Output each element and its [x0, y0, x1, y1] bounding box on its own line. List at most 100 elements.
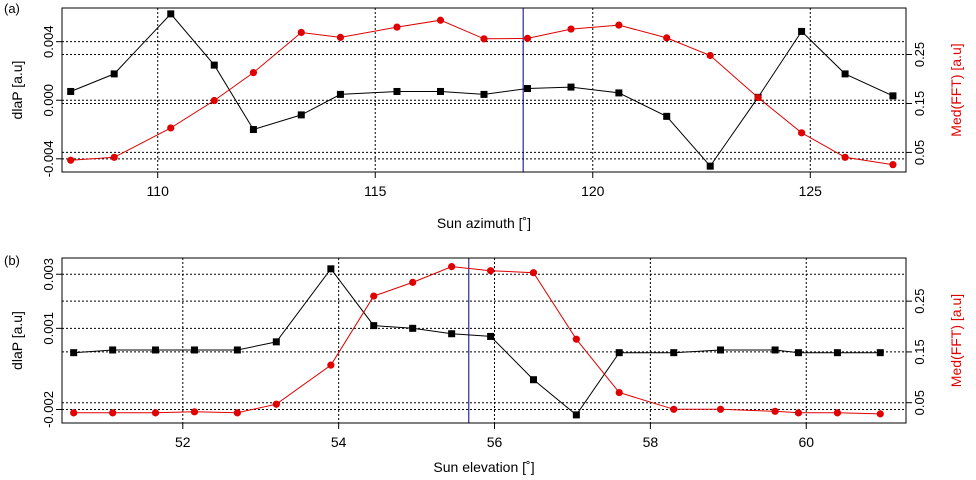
- panel-a-series-left-point: [297, 111, 305, 119]
- panel-b-y-right-title: Med(FFT) [a.u]: [948, 294, 964, 387]
- panel-b-series-right-point: [327, 361, 335, 369]
- panel-b-label: (b): [4, 253, 20, 268]
- panel-a-series-right-point: [436, 16, 445, 24]
- panel-b-series-right-line: [73, 266, 881, 415]
- panel-b-series-left-point: [233, 346, 241, 354]
- panel-b-series-left-point: [448, 330, 456, 338]
- panel-b-series-left-line: [73, 267, 881, 416]
- panel-b-x-tick-label: 54: [331, 434, 347, 450]
- panel-a-series-left-point: [798, 27, 806, 35]
- panel-a-series-right-point: [67, 156, 75, 164]
- panel-a-y-right-tick-label: 0.15: [912, 91, 927, 116]
- panel-b-series-right-point: [716, 405, 725, 413]
- panel-b-series-right-point: [615, 388, 623, 397]
- panel-b-series-left-point: [615, 349, 623, 357]
- panel-a-series-right-point: [663, 34, 671, 42]
- panel-b-series-left-point: [572, 411, 580, 419]
- panel-a-series-right-point: [480, 35, 488, 43]
- panel-a-series-left-point: [67, 87, 75, 95]
- panel-b-y-left-title: dlaP [a.u]: [9, 311, 25, 370]
- panel-b-series-right-point: [670, 405, 678, 413]
- panel-b-x-tick-label: 58: [643, 434, 659, 450]
- panel-a-x-title: Sun azimuth [˚]: [437, 215, 531, 231]
- panel-a-series-left-point: [210, 61, 218, 69]
- panel-a-y-right-title: Med(FFT) [a.u]: [948, 43, 964, 136]
- panel-b-series-left-point: [109, 346, 117, 354]
- panel-b-series-left-point: [670, 349, 678, 357]
- panel-b-y-right-tick-label: 0.15: [912, 339, 927, 364]
- panel-b-series-left-point: [152, 346, 160, 354]
- panel-a-y-left-tick-label: 0.004: [41, 25, 56, 58]
- panel-a-series-left-point: [841, 70, 849, 78]
- panel-b-plot-frame: [61, 257, 907, 424]
- panel-b-series-left-point: [487, 332, 495, 340]
- panel-b-x-tick-label: 56: [487, 434, 503, 450]
- panel-a-series-left-point: [336, 90, 344, 98]
- panel-b-series-left-point: [529, 376, 537, 384]
- panel-a-plot-frame: [61, 7, 907, 173]
- panel-a-label: (a): [4, 1, 20, 16]
- panel-b-series-right-point: [233, 409, 241, 417]
- panel-a-series-right-point: [336, 33, 345, 41]
- panel-b-series-right-point: [272, 400, 280, 408]
- panel-a-series-right-point: [393, 23, 401, 31]
- panel-b-series-right-point: [151, 409, 160, 417]
- panel-a-y-right-tick-label: 0.25: [912, 42, 927, 67]
- panel-a-series-left-point: [889, 92, 897, 100]
- panel-a-x-tick-label: 110: [147, 183, 170, 199]
- panel-a-series-right-point: [297, 28, 305, 37]
- panel-b-series-left-point: [370, 322, 378, 330]
- panel-a-x-tick-label: 115: [364, 183, 387, 199]
- panel-b-series-right-point: [876, 410, 884, 418]
- panel-a-series-right-point: [167, 124, 175, 132]
- panel-b-x-tick-label: 60: [798, 434, 814, 450]
- panel-b-series-right-point: [529, 269, 538, 277]
- panel-a-series-right-point: [210, 96, 218, 105]
- panel-b-series-right-point: [109, 409, 117, 417]
- panel-b-series-left-point: [272, 338, 280, 346]
- panel-a-series-left-point: [249, 126, 257, 134]
- panel-b-series-left-point: [717, 346, 725, 354]
- panel-b-series-left-point: [327, 265, 335, 273]
- panel-a-y-left-tick-label: 0.000: [41, 84, 56, 117]
- panel-a-y-right-tick-label: 0.05: [912, 140, 927, 165]
- panel-a-series-right-point: [110, 153, 118, 161]
- panel-b-series-right-point: [833, 409, 842, 417]
- panel-a-x-tick-label: 120: [581, 183, 605, 199]
- panel-b-series-left-point: [876, 349, 884, 357]
- panel-a-series-left-point: [706, 162, 714, 170]
- panel-b-y-left-tick-label: -0.002: [41, 391, 56, 428]
- panel-b-x-title: Sun elevation [˚]: [433, 459, 534, 475]
- panel-b-y-right-tick-label: 0.05: [912, 390, 927, 415]
- panel-b-series-right-point: [190, 408, 199, 416]
- panel-b-series-left-point: [190, 346, 198, 354]
- panel-a-series-right-point: [706, 51, 714, 60]
- panel-a-series-right-point: [615, 21, 623, 29]
- panel-b-series-left-point: [833, 349, 841, 357]
- panel-a-series-right-point: [567, 25, 575, 33]
- panel-b-series-right-point: [370, 292, 378, 300]
- panel-b-y-left-tick-label: 0.003: [41, 258, 56, 291]
- panel-b-series-right-point: [448, 263, 456, 271]
- panel-a-x-tick-label: 125: [799, 183, 823, 199]
- panel-b-series-right-point: [487, 267, 495, 275]
- panel-a-series-left-point: [663, 112, 671, 120]
- panel-b-series-right-point: [794, 409, 803, 417]
- panel-b-x-tick-label: 52: [175, 434, 191, 450]
- panel-a-series-right-point: [889, 161, 897, 169]
- panel-a-series-left-point: [524, 85, 532, 93]
- panel-a-series-right-point: [754, 93, 762, 102]
- panel-a-y-left-tick-label: -0.004: [41, 140, 56, 177]
- panel-a-series-left-point: [167, 10, 175, 18]
- panel-a-series-left-point: [393, 87, 401, 95]
- panel-b-series-left-point: [70, 349, 78, 357]
- panel-a-series-left-point: [480, 90, 488, 98]
- panel-b-series-left-point: [409, 324, 417, 332]
- panel-b-series-right-point: [771, 407, 779, 415]
- panel-a-series-right-point: [523, 34, 532, 42]
- panel-b-series-right-point: [409, 278, 417, 286]
- panel-b-series-left-point: [794, 349, 802, 357]
- panel-a-series-left-point: [567, 83, 575, 91]
- panel-b-series-right-point: [572, 335, 580, 343]
